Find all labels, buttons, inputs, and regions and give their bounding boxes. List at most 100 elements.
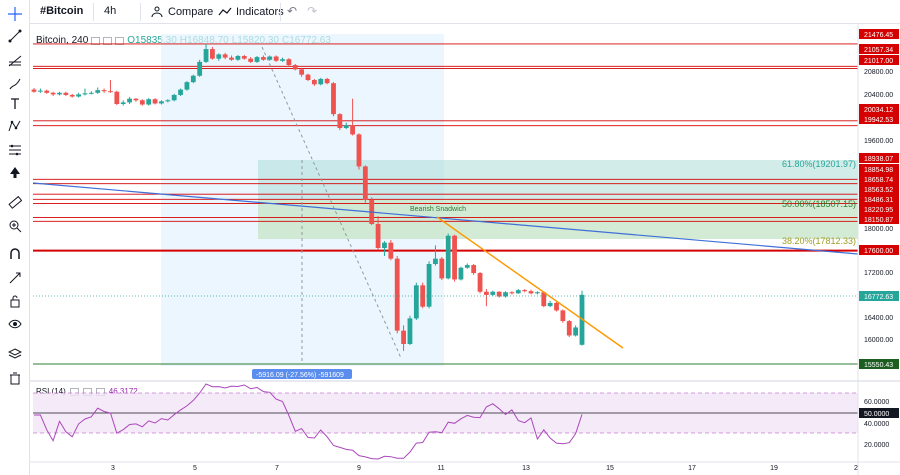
candle-body: [484, 291, 489, 295]
price-axis-label: 16000.00: [864, 337, 893, 344]
candle-body: [120, 102, 126, 104]
eye-icon[interactable]: [4, 314, 26, 334]
ruler-icon[interactable]: [4, 192, 26, 212]
candle-body: [267, 56, 273, 60]
price-axis-badge: [859, 55, 899, 65]
candle-body: [541, 292, 547, 307]
candle-body: [69, 94, 75, 97]
price-axis-label: 18938.07: [864, 156, 893, 163]
legend-settings-icon[interactable]: [103, 36, 113, 45]
price-axis-badge: [859, 174, 899, 184]
prediction-icon[interactable]: [4, 140, 26, 160]
candle-body: [63, 92, 69, 95]
rsi-current-label: 50.0000: [864, 411, 889, 418]
trash-icon[interactable]: [4, 368, 26, 388]
timeframe-selector[interactable]: 4h: [104, 5, 117, 17]
candle-body: [37, 90, 43, 92]
stay-drawing-icon[interactable]: [4, 268, 26, 288]
undo-icon[interactable]: ↶: [287, 4, 298, 18]
layers-icon[interactable]: [4, 344, 26, 364]
indicators-label: Indicators: [236, 6, 284, 18]
price-axis-label: 18563.52: [864, 187, 893, 194]
candle-body: [197, 61, 203, 76]
date-range-highlight: [161, 34, 444, 366]
rsi-close-icon[interactable]: [95, 387, 105, 396]
magnet-icon[interactable]: [4, 244, 26, 264]
candle-body: [554, 302, 559, 311]
measure-line[interactable]: [261, 46, 402, 359]
crosshair-icon[interactable]: [4, 4, 26, 24]
candle-body: [229, 57, 234, 60]
candle-body: [566, 321, 572, 336]
fib-zone-upper: [258, 160, 858, 200]
price-axis-badge: [859, 245, 899, 255]
candle-body: [337, 114, 343, 128]
candle-body: [31, 89, 37, 92]
time-axis-label: 19: [770, 465, 778, 472]
legend-high: H16848.70: [179, 35, 229, 46]
candle-body: [369, 199, 375, 224]
price-axis-label: 19600.00: [864, 138, 893, 145]
price-axis-label: 18150.87: [864, 217, 893, 224]
time-axis-label: 2: [854, 465, 858, 472]
candle-body: [222, 54, 228, 58]
legend-close-icon[interactable]: [115, 36, 125, 45]
candle-body: [178, 89, 183, 95]
rsi-axis-badge: [859, 408, 899, 418]
candle-body: [318, 78, 324, 85]
legend-open: O15835.30: [127, 35, 177, 46]
price-axis-badge: [859, 194, 899, 204]
pattern-label: Bearish Snadwich: [410, 206, 466, 213]
legend-toggle-icon[interactable]: [91, 36, 101, 45]
drawing-toolbar: [0, 0, 30, 475]
candle-body: [286, 59, 292, 66]
lock-icon[interactable]: [4, 291, 26, 311]
candle-body: [241, 56, 247, 59]
trend-line-icon[interactable]: [4, 26, 26, 46]
zoom-in-icon[interactable]: [4, 216, 26, 236]
price-axis-badge: [859, 204, 899, 214]
candle-body: [82, 93, 88, 95]
symbol-search[interactable]: #Bitcoin: [40, 5, 84, 17]
text-icon[interactable]: [4, 94, 26, 114]
time-axis-label: 5: [193, 465, 197, 472]
price-axis-label: 16800.00: [864, 292, 893, 299]
candle-body: [95, 90, 101, 93]
price-axis-badge: [859, 164, 899, 174]
fib-zone-lower: [258, 200, 858, 239]
brush-icon[interactable]: [4, 74, 26, 94]
price-axis-badge: [859, 153, 899, 163]
rsi-axis-label: 20.0000: [864, 442, 889, 449]
rsi-label: RSI (14): [36, 387, 66, 396]
rsi-toggle-icon[interactable]: [69, 387, 79, 396]
price-axis-badge: [859, 214, 899, 224]
blue-trendline[interactable]: [32, 182, 859, 255]
pattern-icon[interactable]: [4, 116, 26, 136]
candle-body: [350, 125, 356, 135]
indicators-button[interactable]: Indicators: [218, 4, 284, 20]
pitchfork-icon[interactable]: [4, 50, 26, 70]
candle-body: [139, 100, 145, 105]
compare-icon: [151, 6, 163, 18]
price-axis-label: 17600.00: [864, 248, 893, 255]
candle-body: [88, 92, 94, 94]
candle-body: [452, 235, 457, 280]
candle-body: [343, 125, 349, 128]
candle-body: [356, 134, 362, 167]
compare-button[interactable]: Compare: [150, 4, 213, 20]
candle-body: [280, 59, 285, 61]
candle-body: [515, 290, 521, 294]
arrow-icon[interactable]: [4, 162, 26, 182]
candle-body: [235, 56, 241, 60]
time-axis-label: 17: [688, 465, 696, 472]
candle-body: [324, 78, 330, 84]
candle-body: [407, 318, 413, 344]
candle-body: [108, 91, 113, 93]
candle-body: [522, 290, 528, 292]
orange-trendline[interactable]: [436, 216, 624, 349]
rsi-settings-icon[interactable]: [82, 387, 92, 396]
fib-50-label: 50.00%(18507.15): [782, 199, 856, 209]
price-axis-label: 18220.95: [864, 207, 893, 214]
redo-icon[interactable]: ↷: [307, 4, 318, 18]
